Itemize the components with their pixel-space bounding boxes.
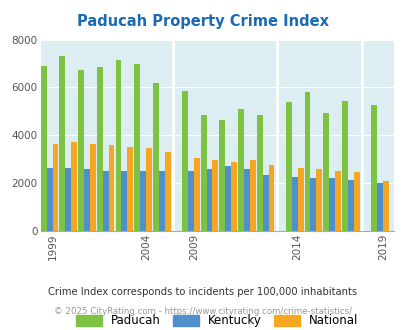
Bar bbox=[376, 183, 382, 231]
Bar bbox=[71, 143, 77, 231]
Bar bbox=[285, 102, 291, 231]
Bar bbox=[60, 56, 65, 231]
Bar bbox=[200, 115, 206, 231]
Bar bbox=[181, 91, 188, 231]
Legend: Paducah, Kentucky, National: Paducah, Kentucky, National bbox=[71, 310, 362, 330]
Bar bbox=[212, 160, 218, 231]
Bar bbox=[268, 165, 274, 231]
Bar bbox=[370, 105, 376, 231]
Bar bbox=[115, 60, 121, 231]
Bar bbox=[353, 172, 359, 231]
Bar bbox=[52, 144, 58, 231]
Bar bbox=[237, 109, 243, 231]
Bar bbox=[47, 168, 52, 231]
Bar bbox=[206, 169, 212, 231]
Bar bbox=[146, 148, 151, 231]
Bar bbox=[262, 175, 268, 231]
Text: © 2025 CityRating.com - https://www.cityrating.com/crime-statistics/: © 2025 CityRating.com - https://www.city… bbox=[54, 307, 351, 316]
Bar bbox=[97, 67, 102, 231]
Bar bbox=[121, 171, 127, 231]
Bar bbox=[41, 66, 47, 231]
Bar bbox=[382, 181, 388, 231]
Bar bbox=[322, 113, 328, 231]
Bar bbox=[158, 171, 164, 231]
Bar bbox=[243, 169, 249, 231]
Bar bbox=[225, 166, 230, 231]
Bar bbox=[140, 171, 146, 231]
Bar bbox=[164, 152, 170, 231]
Bar bbox=[328, 178, 334, 231]
Bar bbox=[134, 63, 140, 231]
Bar bbox=[310, 178, 315, 231]
Bar bbox=[334, 171, 340, 231]
Bar bbox=[304, 92, 310, 231]
Bar bbox=[315, 169, 322, 231]
Bar bbox=[108, 145, 114, 231]
Bar bbox=[78, 70, 84, 231]
Bar bbox=[219, 120, 225, 231]
Bar bbox=[65, 168, 71, 231]
Bar bbox=[193, 158, 199, 231]
Bar bbox=[188, 171, 193, 231]
Bar bbox=[291, 177, 297, 231]
Bar bbox=[230, 162, 237, 231]
Bar bbox=[249, 160, 255, 231]
Bar bbox=[90, 144, 96, 231]
Bar bbox=[297, 168, 303, 231]
Bar bbox=[256, 115, 262, 231]
Bar bbox=[347, 180, 353, 231]
Text: Paducah Property Crime Index: Paducah Property Crime Index bbox=[77, 14, 328, 29]
Text: Crime Index corresponds to incidents per 100,000 inhabitants: Crime Index corresponds to incidents per… bbox=[48, 287, 357, 297]
Bar bbox=[102, 171, 108, 231]
Bar bbox=[341, 101, 347, 231]
Bar bbox=[84, 169, 90, 231]
Bar bbox=[127, 147, 133, 231]
Bar bbox=[153, 83, 158, 231]
